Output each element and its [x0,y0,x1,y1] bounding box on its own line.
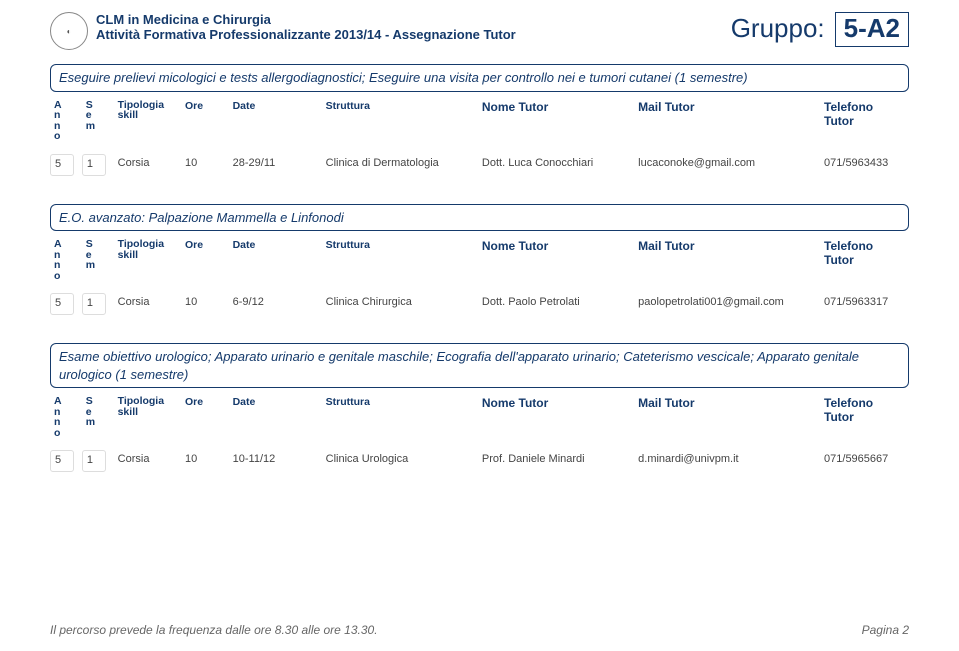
cell-tel: 071/5965667 [820,450,909,472]
gruppo-code: 5-A2 [835,12,909,47]
footer-note: Il percorso prevede la frequenza dalle o… [50,623,378,637]
page-footer: Il percorso prevede la frequenza dalle o… [50,623,909,637]
cell-anno: 5 [50,293,74,315]
cell-date: 6-9/12 [229,293,314,315]
cell-anno: 5 [50,154,74,176]
cell-tipo: Corsia [114,450,173,472]
page-header: ◐ CLM in Medicina e Chirurgia Attività F… [50,12,909,50]
cell-tipo: Corsia [114,154,173,176]
page: ◐ CLM in Medicina e Chirurgia Attività F… [0,0,959,474]
col-mail: Mail Tutor [634,100,812,142]
col-tel: Telefono Tutor [820,100,909,142]
col-tipo: Tipologiaskill [114,396,173,438]
cell-strut: Clinica di Dermatologia [322,154,470,176]
col-tel: Telefono Tutor [820,239,909,281]
cell-mail: d.minardi@univpm.it [634,450,812,472]
gruppo-label: Gruppo: [731,13,825,44]
cell-date: 10-11/12 [229,450,314,472]
cell-ore: 10 [181,293,221,315]
col-anno: Anno [50,100,74,142]
header-line-1: CLM in Medicina e Chirurgia [96,12,723,27]
col-strut: Struttura [322,396,470,438]
col-tel: Telefono Tutor [820,396,909,438]
col-mail: Mail Tutor [634,396,812,438]
col-tipo: Tipologiaskill [114,100,173,142]
col-sem: Sem [82,396,106,438]
col-nome: Nome Tutor [478,100,626,142]
cell-anno: 5 [50,450,74,472]
col-date: Date [229,239,314,281]
col-nome: Nome Tutor [478,239,626,281]
col-strut: Struttura [322,100,470,142]
col-mail: Mail Tutor [634,239,812,281]
col-sem: Sem [82,100,106,142]
cell-sem: 1 [82,154,106,176]
cell-mail: paolopetrolati001@gmail.com [634,293,812,315]
column-header-row: Anno Sem Tipologiaskill Ore Date Struttu… [50,98,909,144]
cell-tel: 071/5963433 [820,154,909,176]
table-row: 5 1 Corsia 10 10-11/12 Clinica Urologica… [50,448,909,474]
cell-tel: 071/5963317 [820,293,909,315]
cell-date: 28-29/11 [229,154,314,176]
cell-strut: Clinica Urologica [322,450,470,472]
col-tipo: Tipologiaskill [114,239,173,281]
col-strut: Struttura [322,239,470,281]
col-anno: Anno [50,239,74,281]
group-indicator: Gruppo: 5-A2 [731,12,909,47]
cell-sem: 1 [82,293,106,315]
col-date: Date [229,100,314,142]
col-sem: Sem [82,239,106,281]
header-titles: CLM in Medicina e Chirurgia Attività For… [96,12,723,42]
column-header-row: Anno Sem Tipologiaskill Ore Date Struttu… [50,237,909,283]
section: Esame obiettivo urologico; Apparato urin… [50,343,909,474]
table-row: 5 1 Corsia 10 28-29/11 Clinica di Dermat… [50,152,909,178]
col-date: Date [229,396,314,438]
cell-nome: Dott. Luca Conocchiari [478,154,626,176]
section-title: Esame obiettivo urologico; Apparato urin… [50,343,909,388]
cell-strut: Clinica Chirurgica [322,293,470,315]
section: E.O. avanzato: Palpazione Mammella e Lin… [50,204,909,318]
column-header-row: Anno Sem Tipologiaskill Ore Date Struttu… [50,394,909,440]
table-row: 5 1 Corsia 10 6-9/12 Clinica Chirurgica … [50,291,909,317]
col-ore: Ore [181,100,221,142]
cell-ore: 10 [181,154,221,176]
section-title: E.O. avanzato: Palpazione Mammella e Lin… [50,204,909,232]
section-title: Eseguire prelievi micologici e tests all… [50,64,909,92]
col-anno: Anno [50,396,74,438]
cell-sem: 1 [82,450,106,472]
col-ore: Ore [181,396,221,438]
header-line-2: Attività Formativa Professionalizzante 2… [96,27,723,42]
cell-nome: Prof. Daniele Minardi [478,450,626,472]
cell-mail: lucaconoke@gmail.com [634,154,812,176]
cell-ore: 10 [181,450,221,472]
col-ore: Ore [181,239,221,281]
col-nome: Nome Tutor [478,396,626,438]
page-number: Pagina 2 [862,623,909,637]
cell-nome: Dott. Paolo Petrolati [478,293,626,315]
section: Eseguire prelievi micologici e tests all… [50,64,909,178]
university-seal-icon: ◐ [50,12,88,50]
cell-tipo: Corsia [114,293,173,315]
